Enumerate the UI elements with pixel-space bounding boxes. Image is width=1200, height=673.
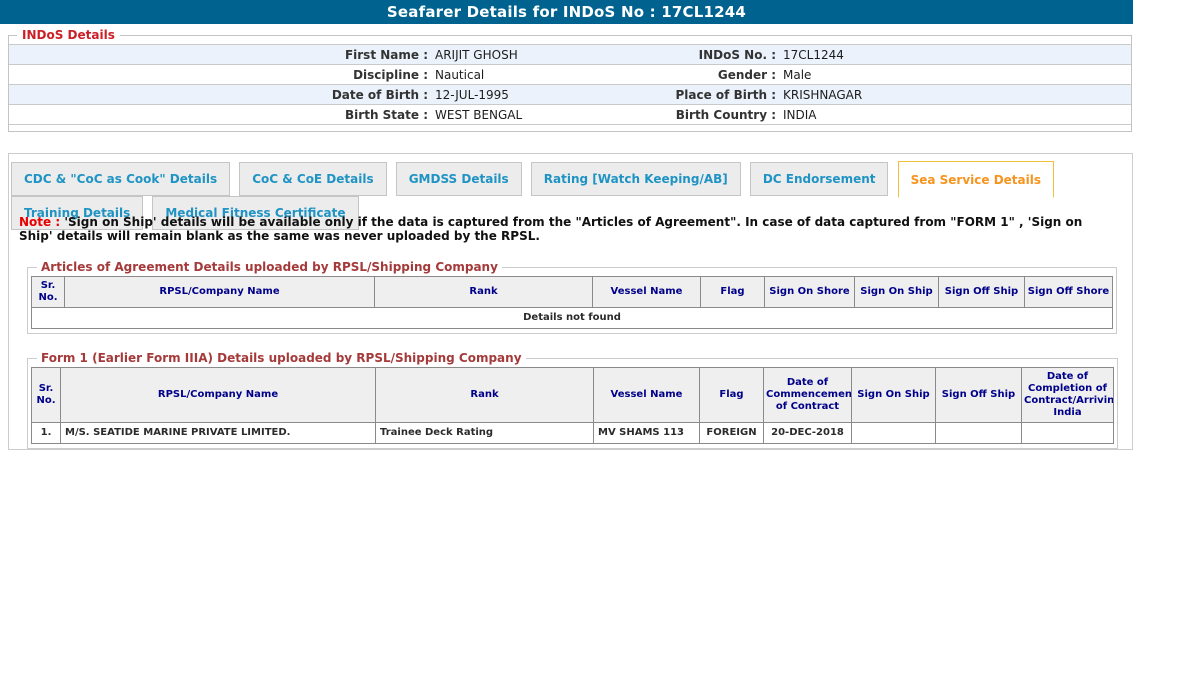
form1-th-commencement-date: Date of Commencement of Contract <box>763 367 852 423</box>
aoa-th-sign-on-ship: Sign On Ship <box>854 276 939 308</box>
form1-th-vessel: Vessel Name <box>593 367 700 423</box>
table-row: 1. M/S. SEATIDE MARINE PRIVATE LIMITED. … <box>31 422 1114 444</box>
form1-th-company: RPSL/Company Name <box>60 367 376 423</box>
cell-commencement-date: 20-DEC-2018 <box>763 422 852 444</box>
cell-sign-off-ship <box>935 422 1022 444</box>
cell-sign-on-ship <box>851 422 936 444</box>
indos-no-label: INDoS No. : <box>698 47 776 62</box>
note-prefix: Note : <box>19 215 61 229</box>
sign-on-ship-note: Note : 'Sign on Ship' details will be av… <box>19 215 1120 243</box>
tab-rating-watch-keeping-ab[interactable]: Rating [Watch Keeping/AB] <box>530 162 741 196</box>
form1-th-flag: Flag <box>699 367 764 423</box>
tab-training-details[interactable]: Training Details <box>11 196 144 230</box>
cell-flag: FOREIGN <box>699 422 764 444</box>
form1-th-rank: Rank <box>375 367 594 423</box>
tab-gmdss-details[interactable]: GMDSS Details <box>395 162 522 196</box>
discipline-value: Nautical <box>435 67 485 82</box>
birth-state-label: Birth State : <box>345 107 428 122</box>
seafarer-tab-panel: CDC & "CoC as Cook" Details CoC & CoE De… <box>8 153 1133 450</box>
cell-completion-date <box>1021 422 1114 444</box>
articles-of-agreement-table: Sr. No. RPSL/Company Name Rank Vessel Na… <box>31 276 1113 329</box>
details-not-found-message: Details not found <box>31 307 1113 329</box>
tab-strip: CDC & "CoC as Cook" Details CoC & CoE De… <box>9 154 1132 230</box>
aoa-header-row: Sr. No. RPSL/Company Name Rank Vessel Na… <box>31 276 1113 308</box>
discipline-label: Discipline : <box>353 67 428 82</box>
cell-rank: Trainee Deck Rating <box>375 422 594 444</box>
form1-th-sr-no: Sr. No. <box>31 367 61 423</box>
first-name-value: ARIJIT GHOSH <box>435 47 518 62</box>
aoa-th-flag: Flag <box>700 276 765 308</box>
articles-of-agreement-fieldset: Articles of Agreement Details uploaded b… <box>27 260 1117 334</box>
info-row-birth-state: Birth State : WEST BENGAL Birth Country … <box>9 105 1131 125</box>
date-of-birth-value: 12-JUL-1995 <box>435 87 509 102</box>
indos-no-value: 17CL1244 <box>783 47 844 62</box>
tab-medical-fitness-certificate[interactable]: Medical Fitness Certificate <box>152 196 359 230</box>
cell-sr-no: 1. <box>31 422 61 444</box>
place-of-birth-label: Place of Birth : <box>675 87 776 102</box>
gender-label: Gender : <box>717 67 776 82</box>
info-row-first-name: First Name : ARIJIT GHOSH INDoS No. : 17… <box>9 45 1131 65</box>
form1-th-completion-date: Date of Completion of Contract/Arriving … <box>1021 367 1114 423</box>
aoa-th-rank: Rank <box>374 276 593 308</box>
first-name-label: First Name : <box>344 47 428 62</box>
cell-company: M/S. SEATIDE MARINE PRIVATE LIMITED. <box>60 422 376 444</box>
tab-cdc-coc-as-cook-details[interactable]: CDC & "CoC as Cook" Details <box>11 162 231 196</box>
form1-th-sign-on-ship: Sign On Ship <box>851 367 936 423</box>
aoa-empty-row: Details not found <box>31 307 1113 329</box>
indos-details-rows: First Name : ARIJIT GHOSH INDoS No. : 17… <box>9 44 1131 125</box>
page-title: Seafarer Details for INDoS No : 17CL1244 <box>0 0 1133 24</box>
date-of-birth-label: Date of Birth : <box>331 87 428 102</box>
tab-sea-service-details[interactable]: Sea Service Details <box>897 161 1055 198</box>
form1-th-sign-off-ship: Sign Off Ship <box>935 367 1022 423</box>
aoa-th-sign-off-shore: Sign Off Shore <box>1024 276 1113 308</box>
birth-country-value: INDIA <box>783 107 817 122</box>
indos-details-fieldset: INDoS Details First Name : ARIJIT GHOSH … <box>8 28 1132 132</box>
birth-country-label: Birth Country : <box>675 107 776 122</box>
indos-details-legend: INDoS Details <box>22 28 115 42</box>
form1-legend: Form 1 (Earlier Form IIIA) Details uploa… <box>41 351 522 365</box>
cell-vessel: MV SHAMS 113 <box>593 422 700 444</box>
aoa-th-sign-on-shore: Sign On Shore <box>764 276 855 308</box>
aoa-th-sign-off-ship: Sign Off Ship <box>938 276 1025 308</box>
aoa-th-vessel: Vessel Name <box>592 276 701 308</box>
page: Seafarer Details for INDoS No : 17CL1244… <box>0 0 1133 450</box>
place-of-birth-value: KRISHNAGAR <box>783 87 863 102</box>
form1-table: Sr. No. RPSL/Company Name Rank Vessel Na… <box>31 367 1114 444</box>
note-text: 'Sign on Ship' details will be available… <box>19 215 1083 243</box>
aoa-th-company: RPSL/Company Name <box>64 276 375 308</box>
form1-header-row: Sr. No. RPSL/Company Name Rank Vessel Na… <box>31 367 1114 423</box>
tab-dc-endorsement[interactable]: DC Endorsement <box>749 162 889 196</box>
aoa-th-sr-no: Sr. No. <box>31 276 65 308</box>
tab-coc-coe-details[interactable]: CoC & CoE Details <box>239 162 387 196</box>
form1-fieldset: Form 1 (Earlier Form IIIA) Details uploa… <box>27 351 1118 449</box>
info-row-discipline: Discipline : Nautical Gender : Male <box>9 65 1131 85</box>
birth-state-value: WEST BENGAL <box>435 107 523 122</box>
gender-value: Male <box>783 67 812 82</box>
articles-of-agreement-legend: Articles of Agreement Details uploaded b… <box>41 260 498 274</box>
info-row-date-of-birth: Date of Birth : 12-JUL-1995 Place of Bir… <box>9 85 1131 105</box>
